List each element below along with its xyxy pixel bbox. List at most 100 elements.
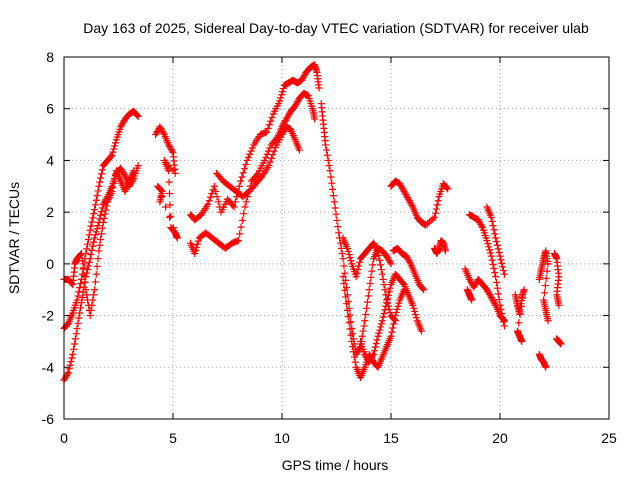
data-point-interp <box>91 278 99 286</box>
data-point-interp <box>101 210 109 218</box>
data-point-interp <box>358 332 366 340</box>
data-point-interp <box>493 238 501 246</box>
data-point <box>315 84 323 92</box>
data-point-interp <box>87 222 95 230</box>
data-point-interp <box>356 258 364 266</box>
data-point-interp <box>169 224 177 232</box>
data-point-interp <box>110 179 118 187</box>
data-point-interp <box>493 284 501 292</box>
data-point-interp <box>541 282 549 290</box>
data-point-interp <box>77 251 85 259</box>
data-point-interp <box>493 241 501 249</box>
x-tick-label: 20 <box>492 430 508 446</box>
data-point <box>322 141 330 149</box>
data-point <box>82 286 90 294</box>
data-point-interp <box>395 299 403 307</box>
data-point-interp <box>388 328 396 336</box>
data-point-interp <box>323 151 331 159</box>
data-point-interp <box>431 209 439 217</box>
plot-frame <box>63 56 610 420</box>
data-point-interp <box>110 145 118 153</box>
data-point-interp <box>494 290 502 298</box>
data-point-interp <box>333 216 341 224</box>
data-point <box>73 296 81 304</box>
data-point-interp <box>94 255 102 263</box>
data-point-interp <box>341 286 349 294</box>
data-point-interp <box>419 285 427 293</box>
data-point-interp <box>278 88 286 96</box>
data-point-interp <box>97 170 105 178</box>
data-point-interp <box>344 247 352 255</box>
data-point-interp <box>270 147 278 155</box>
data-point <box>77 299 85 307</box>
data-point-interp <box>517 302 525 310</box>
data-point-interp <box>91 231 99 239</box>
data-point <box>265 162 273 170</box>
data-point-interp <box>384 291 392 299</box>
data-point <box>492 234 500 242</box>
data-point-interp <box>324 156 332 164</box>
data-point-interp <box>214 198 222 206</box>
data-point-interp <box>373 336 381 344</box>
data-point <box>544 260 552 268</box>
data-point-interp <box>74 292 82 300</box>
data-point-interp <box>380 281 388 289</box>
data-point-interp <box>277 94 285 102</box>
series-arc-1a <box>60 107 142 332</box>
data-point-interp <box>77 280 85 288</box>
data-point <box>361 317 369 325</box>
data-point <box>173 234 181 242</box>
x-tick-label: 25 <box>601 430 617 446</box>
series-arc-3b <box>186 89 319 258</box>
data-point-interp <box>377 266 385 274</box>
data-point <box>276 97 284 105</box>
data-point-interp <box>63 370 71 378</box>
data-point-interp <box>375 329 383 337</box>
data-point-interp <box>192 246 200 254</box>
data-point-interp <box>498 259 506 267</box>
data-point <box>374 247 382 255</box>
data-point-interp <box>212 187 220 195</box>
series-arc-3a <box>186 61 323 224</box>
data-point-interp <box>165 178 173 186</box>
data-point-interp <box>97 230 105 238</box>
data-point-interp <box>103 202 111 210</box>
data-point <box>444 185 452 193</box>
data-point-interp <box>231 198 239 206</box>
data-point-interp <box>111 142 119 150</box>
data-point-interp <box>410 304 418 312</box>
data-points <box>60 61 565 384</box>
data-point-interp <box>406 258 414 266</box>
data-point <box>348 337 356 345</box>
series-arc-3c <box>213 123 303 201</box>
data-point-interp <box>97 211 105 219</box>
data-point-interp <box>268 114 276 122</box>
data-point-interp <box>411 307 419 315</box>
series-arc-1c <box>60 167 138 320</box>
data-point-interp <box>344 313 352 321</box>
data-point-interp <box>265 121 273 129</box>
data-point <box>86 226 94 234</box>
data-point-interp <box>93 192 101 200</box>
data-point-interp <box>347 331 355 339</box>
x-tick-label: 0 <box>60 430 68 446</box>
data-point <box>487 252 495 260</box>
data-point-interp <box>96 178 104 186</box>
data-point-interp <box>94 187 102 195</box>
series-arc-8c <box>551 250 563 309</box>
series-arc-7 <box>511 286 528 345</box>
data-point-interp <box>519 294 527 302</box>
data-point-interp <box>367 273 375 281</box>
data-point-interp <box>394 302 402 310</box>
data-point-interp <box>490 265 498 273</box>
data-point-interp <box>90 210 98 218</box>
x-axis-label: GPS time / hours <box>282 457 389 473</box>
data-point-interp <box>377 261 385 269</box>
data-point <box>500 270 508 278</box>
data-point-interp <box>120 170 128 178</box>
data-point-interp <box>194 237 202 245</box>
data-point <box>230 203 238 211</box>
series-arc-1b <box>60 162 142 384</box>
data-point <box>108 151 116 159</box>
data-point-interp <box>342 293 350 301</box>
